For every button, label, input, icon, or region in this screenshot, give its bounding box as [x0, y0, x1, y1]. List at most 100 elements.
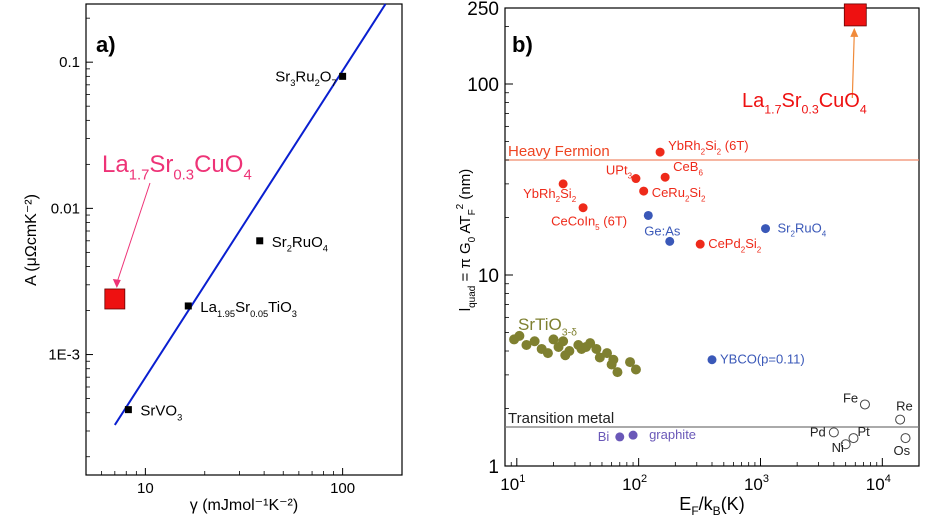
panel-b-point [695, 239, 705, 249]
panel-b-point-label-part: Pd [810, 424, 826, 439]
panel-a-point-label-part: SrVO [140, 403, 177, 420]
panel-b-point-label-sub: 2 [572, 195, 577, 204]
panel-a-highlight-label-sub: 4 [243, 168, 251, 184]
panel-b-x-tick-base: 10 [866, 475, 885, 494]
panel-a-highlight-arrowhead [112, 278, 121, 288]
panel-b-highlight-label-part: Sr [781, 90, 801, 112]
panel-a-point-label: SrVO3​ [140, 403, 182, 423]
panel-b-point [529, 336, 540, 347]
panel-b-reference-lines: Heavy Fermion Transition metal [505, 143, 919, 428]
panel-b-point [660, 172, 670, 182]
panel-a-point-label-part: Ru [295, 68, 314, 85]
panel-a-point [184, 302, 192, 310]
panel-a-point-label-sub: 7 [331, 78, 336, 88]
panel-b-x-tick-label: 102 [622, 473, 647, 494]
panel-b-series-label-sub: 3-δ [562, 326, 577, 338]
panel-b-x-tick-exp: 4 [885, 473, 891, 485]
panel-b-y-label-part: quad [467, 286, 478, 308]
panel-b-point-label-part: Si [560, 186, 572, 201]
panel-b-highlight-label-part: La [742, 90, 765, 112]
panel-a-point-label-sub: 2 [287, 244, 292, 254]
panel-b-point-label-part: Re [896, 399, 913, 414]
panel-a-highlight-label-sub: 0.3 [173, 168, 194, 184]
panel-a-y-tick-label: 0.01 [51, 200, 80, 217]
panel-a-x-tick-label: 10 [137, 480, 154, 497]
panel-a-highlight-arrow [116, 182, 151, 284]
panel-b-point-label-part: CeB [673, 159, 698, 174]
panel-a-ticks: 10 100 1E-3 0.01 0.1 [48, 17, 355, 497]
panel-b-y-tick-label: 250 [467, 0, 499, 20]
panel-b-point [585, 338, 596, 349]
panel-b-point-label-sub: 2 [556, 195, 561, 204]
panel-b-x-label-part: E [679, 494, 691, 514]
panel-b-point [628, 430, 638, 440]
panel-b-point-label: Ge:As [644, 223, 681, 238]
panel-b-point-label: CeCoIn5​ (6T) [551, 214, 627, 232]
panel-b-point-label-sub: 3 [628, 172, 633, 181]
panel-b-point [848, 433, 859, 444]
panel-b-point [655, 147, 665, 157]
panel-b-point [630, 364, 641, 375]
panel-b-point-label-part: CePd [708, 236, 741, 251]
panel-b-point-label: Bi [598, 429, 610, 444]
panel-b-point-label-part: Pt [857, 424, 870, 439]
panel-b-point-label-part: Si [705, 138, 717, 153]
panel-b-point-label: Pd [810, 424, 826, 439]
panel-b-y-label-part: = π G [457, 242, 474, 285]
panel-a-y-axis-label: A (μΩcmK⁻²) [23, 194, 40, 286]
panel-b-point-label: graphite [649, 427, 696, 442]
panel-b-point [608, 354, 619, 365]
panel-b-point-label: CePd2​Si2​ [708, 236, 762, 254]
panel-b-point [558, 179, 568, 189]
panel-b-point [707, 355, 717, 365]
panel-b-point-label-part: Ge:As [644, 223, 681, 238]
panel-a-point-label-sub: 3 [292, 309, 297, 319]
panel-b-y-tick-label: 100 [467, 75, 499, 96]
panel-b-highlight-label-sub: 1.7 [764, 102, 781, 116]
panel-b-point-label-part: YbRh [668, 138, 701, 153]
panel-a-point [124, 406, 132, 414]
panel-b-point-label-sub: 2 [741, 245, 746, 254]
panel-b-point-label: Re [896, 399, 913, 414]
panel-b-point [840, 439, 851, 450]
panel-a-x-tick-label: 100 [330, 480, 355, 497]
panel-a-label: a) [96, 32, 116, 57]
panel-a-highlight-label: La1.7​Sr0.3​CuO4​ [102, 151, 252, 184]
panel-b-highlight-arrowhead [850, 27, 859, 37]
panel-b-point-label-part: Bi [598, 429, 610, 444]
panel-b-x-tick-label: 103 [744, 473, 769, 494]
panel-b-x-tick-exp: 3 [763, 473, 769, 485]
panel-a-point-label: Sr3​Ru2​O7​ [275, 68, 336, 88]
panel-b-point-label: YbRh2​Si2​ (6T) [668, 138, 749, 156]
panel-b-x-tick-exp: 2 [641, 473, 647, 485]
panel-b-point-label-sub: 2 [791, 230, 796, 239]
panel-b-point-label-part: Sr [778, 221, 792, 236]
panel-a-point [256, 237, 264, 245]
panel-b-x-tick-base: 10 [500, 475, 519, 494]
panel-b-point [558, 336, 569, 347]
panel-b-point [612, 367, 623, 378]
panel-b-point-label-part: graphite [649, 427, 696, 442]
panel-b-point-label-part: RuO [795, 221, 822, 236]
panel-a-frame [85, 3, 403, 476]
panel-b-point-label-part: CeRu [652, 185, 685, 200]
panel-b-point-label: Pt [857, 424, 870, 439]
panel-b-y-label-part: F [467, 209, 478, 215]
panel-a-point-label-part: O [320, 68, 332, 85]
panel-b-point [615, 432, 625, 442]
panel-b-x-axis-label: EF/kB(K) [679, 494, 744, 518]
panel-b-point-label-part: Si [689, 185, 701, 200]
panel-b-highlight-label: La1.7​Sr0.3​CuO4​ [742, 90, 867, 116]
panel-b-y-label-part: (nm) [457, 169, 474, 204]
panel-a-point-label-part: La [200, 299, 217, 316]
panel-a-fit-line [113, 3, 387, 426]
panel-b-point-label-sub: 4 [822, 230, 827, 239]
panel-b-point-label-part: YBCO(p=0.11) [720, 352, 805, 367]
panel-b-y-label-part: l [457, 308, 474, 311]
panel-b-point-label-sub: 2 [757, 245, 762, 254]
panel-b-point-label: Fe [843, 390, 858, 405]
